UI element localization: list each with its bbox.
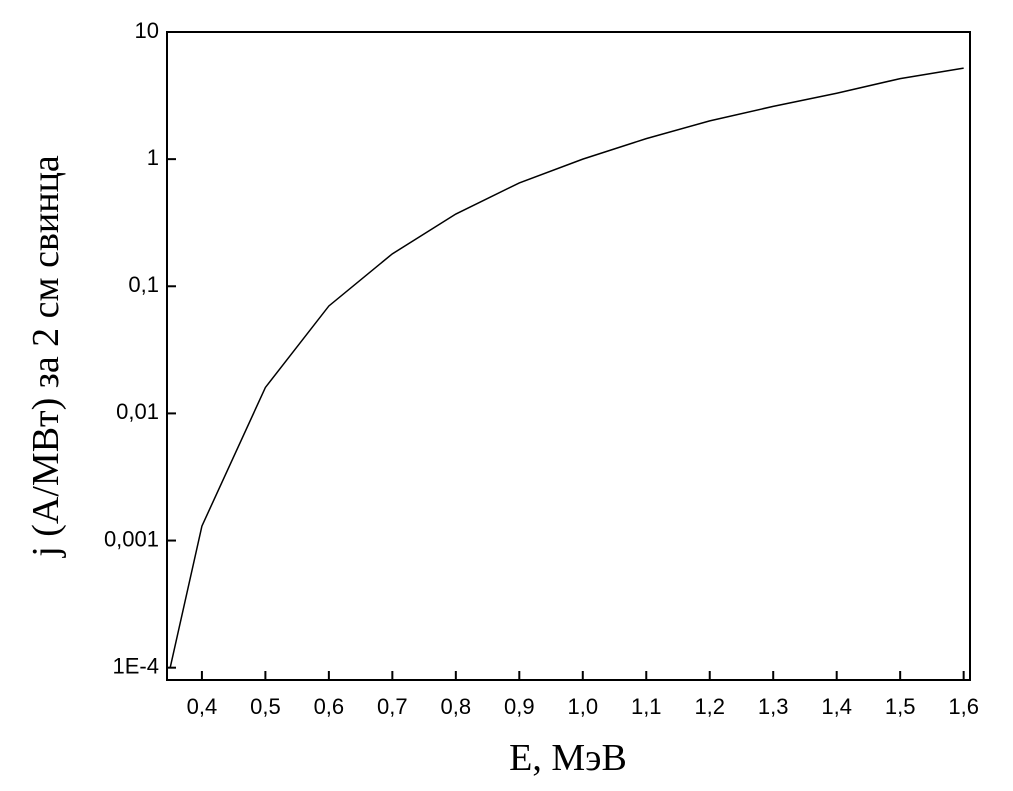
x-tick-label: 0,8	[441, 694, 472, 719]
x-tick-label: 0,4	[187, 694, 218, 719]
x-tick-label: 0,5	[250, 694, 281, 719]
y-axis-label: j (A/МВт) за 2 см свинца	[25, 155, 67, 559]
x-tick-label: 1,1	[631, 694, 662, 719]
x-tick-label: 0,7	[377, 694, 408, 719]
x-tick-label: 1,4	[821, 694, 852, 719]
x-tick-label: 1,5	[885, 694, 916, 719]
x-tick-label: 1,3	[758, 694, 789, 719]
y-tick-label: 1E-4	[113, 653, 159, 678]
x-tick-label: 1,2	[694, 694, 725, 719]
x-tick-label: 0,6	[314, 694, 345, 719]
y-tick-label: 0,01	[116, 399, 159, 424]
y-tick-label: 0,001	[104, 526, 159, 551]
y-tick-label: 1	[147, 145, 159, 170]
x-tick-label: 1,6	[948, 694, 979, 719]
line-series	[169, 67, 964, 668]
y-tick-label: 10	[135, 18, 159, 43]
x-tick-label: 0,9	[504, 694, 535, 719]
plot-frame	[166, 31, 971, 681]
x-axis-label: E, МэВ	[509, 737, 627, 779]
x-tick-label: 1,0	[567, 694, 598, 719]
y-tick-label: 0,1	[128, 272, 159, 297]
